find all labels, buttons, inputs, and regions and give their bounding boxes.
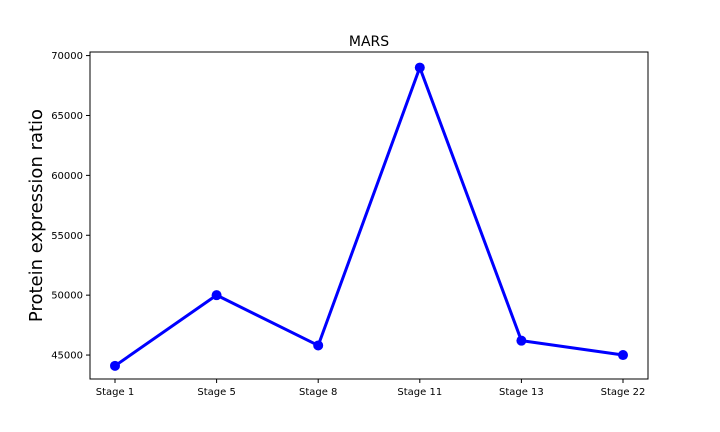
y-tick-label: 60000: [51, 171, 83, 182]
x-tick-label: Stage 1: [96, 387, 134, 398]
data-point: [313, 340, 324, 351]
data-point: [110, 360, 120, 371]
y-tick-label: 50000: [51, 291, 83, 302]
y-tick-label: 45000: [51, 351, 83, 362]
x-tick-label: Stage 8: [299, 387, 337, 398]
series-layer: [110, 62, 628, 371]
x-tick-label: Stage 11: [397, 387, 442, 398]
y-tick-label: 55000: [51, 231, 83, 242]
x-tick-label: Stage 5: [197, 387, 235, 398]
y-tick-label: 70000: [51, 51, 83, 62]
series-line: [114, 66, 624, 368]
y-tick-label: 65000: [51, 111, 83, 122]
axes-frame: [89, 51, 649, 380]
x-axis-ticks: Stage 1 Stage 5 Stage 8 Stage 11 Stage 13 Sta…: [96, 379, 646, 398]
x-tick-label: Stage 22: [601, 387, 646, 398]
data-point: [211, 290, 222, 301]
data-point: [516, 335, 527, 346]
y-axis-ticks: 45000 50000 55000 60000 65000 70000: [51, 51, 90, 362]
x-tick-label: Stage 13: [499, 387, 544, 398]
y-axis-label: Protein expression ratio: [26, 109, 47, 322]
chart-title: MARS: [349, 34, 389, 50]
data-point: [618, 350, 628, 361]
data-point: [414, 62, 425, 73]
